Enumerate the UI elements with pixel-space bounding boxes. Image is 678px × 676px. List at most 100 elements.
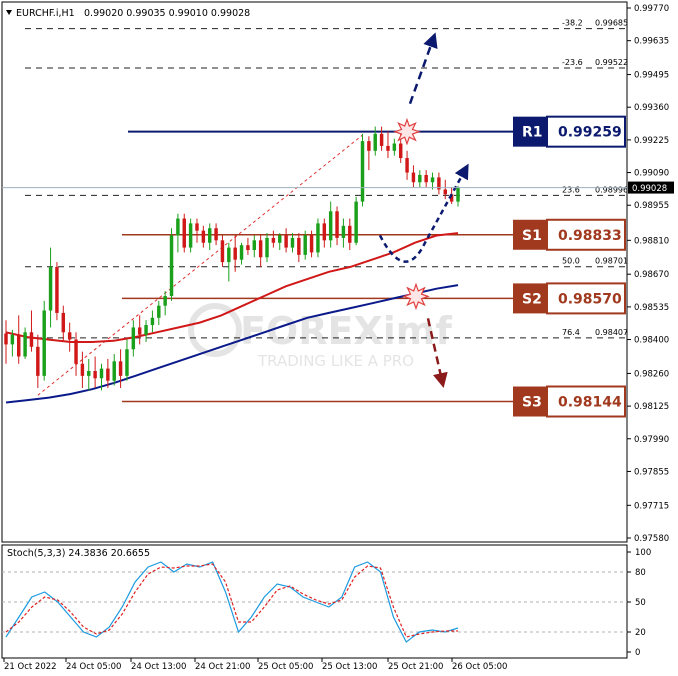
- level-name-box: [513, 386, 547, 417]
- time-tick-label: 25 Oct 21:00: [388, 662, 443, 672]
- price-tick-label: 0.98535: [634, 303, 669, 313]
- price-tick-label: 0.97855: [634, 467, 669, 477]
- fib-level-value: 0.98407: [595, 328, 628, 337]
- watermark-logo-icon: [188, 303, 242, 357]
- fib-level-label: -23.6: [562, 58, 583, 67]
- candle-body: [207, 228, 212, 243]
- watermark-brand: FOREXimf: [240, 309, 452, 353]
- candle-body: [163, 295, 167, 306]
- time-tick-label: 24 Oct 05:00: [66, 662, 121, 672]
- candle-body: [182, 218, 186, 248]
- level-name-label: S2: [522, 291, 542, 307]
- stoch-k-line: [5, 561, 459, 643]
- level-value-box: [546, 385, 626, 418]
- price-tick-label: 0.98670: [634, 270, 669, 280]
- current-price-tag: [628, 181, 674, 194]
- candle-body: [373, 133, 377, 151]
- time-tick-label: 24 Oct 21:00: [195, 662, 250, 672]
- candle-body: [405, 158, 409, 173]
- stoch-tick-label: 100: [635, 548, 651, 558]
- stoch-tick-label: 80: [635, 568, 646, 578]
- stoch-tick-label: 50: [635, 598, 646, 608]
- candle-body: [367, 141, 371, 151]
- price-tick-label: 0.97715: [634, 501, 669, 511]
- price-tick-label: 0.99770: [634, 4, 669, 14]
- fib-level-value: 0.98701: [595, 257, 628, 266]
- candle-body: [188, 223, 193, 248]
- candle-body: [23, 332, 27, 357]
- level-value-box: [546, 115, 626, 148]
- candle-body: [418, 174, 422, 183]
- price-tick-label: 0.99090: [634, 169, 669, 179]
- price-tick-label: 0.98260: [634, 369, 669, 379]
- fib-levels: -38.2 0.99685 -23.6 0.99522 23.6 0.98996 50.0 0…: [25, 19, 628, 396]
- bearish-arrow: [426, 318, 448, 389]
- candle-body: [55, 266, 59, 313]
- support-resistance-lines: R1 0.99259 S1 0.98833 S2 0.98570 S3 0.98144: [122, 115, 626, 418]
- candle-body: [36, 346, 40, 376]
- candle-body: [354, 201, 358, 243]
- candle-body: [87, 371, 91, 376]
- price-tick-label: 0.98400: [634, 336, 669, 346]
- candle-body: [220, 240, 225, 263]
- main-pane: [1, 1, 628, 543]
- candle-body: [265, 237, 269, 258]
- candle-body: [297, 237, 301, 255]
- candle-body: [106, 368, 110, 381]
- candle-body: [322, 223, 327, 241]
- bullish-breakout-arrow: [408, 32, 438, 105]
- level-name-label: S3: [522, 395, 542, 411]
- candle-body: [233, 247, 237, 260]
- level-value-label: 0.98144: [558, 395, 622, 411]
- support-burst-icon: [402, 282, 430, 311]
- level-name-label: S1: [522, 228, 542, 244]
- candle-body: [386, 145, 390, 151]
- candle-body: [131, 327, 136, 350]
- candle-body: [303, 235, 307, 255]
- candle-body: [10, 334, 15, 345]
- annotations: [378, 32, 469, 389]
- candle-body: [176, 218, 180, 236]
- level-value-label: 0.99259: [558, 125, 622, 141]
- stoch-tick-label: 0: [635, 648, 640, 658]
- price-tick-label: 0.99635: [634, 37, 669, 47]
- candle-body: [137, 327, 142, 335]
- fib-level-label: -38.2: [562, 19, 583, 28]
- candle-body: [48, 266, 53, 311]
- candle-body: [392, 143, 397, 151]
- candle-body: [17, 334, 21, 357]
- candle-body: [449, 194, 454, 202]
- candle-body: [201, 230, 206, 243]
- candle-body: [118, 361, 123, 376]
- candle-body: [437, 177, 441, 190]
- candle-body: [112, 361, 116, 381]
- candle-body: [74, 339, 78, 364]
- candle-body: [169, 235, 174, 296]
- candle-body: [360, 141, 365, 202]
- level-value-label: 0.98570: [558, 291, 622, 307]
- moving-averages: [5, 232, 459, 404]
- fib-level-label: 23.6: [562, 185, 580, 194]
- candle-body: [284, 235, 288, 248]
- candle-body: [309, 235, 314, 253]
- level-name-box: [513, 219, 547, 250]
- candle-body: [214, 228, 218, 241]
- candle-body: [4, 333, 8, 345]
- price-tick-label: 0.98810: [634, 236, 669, 246]
- candle-body: [29, 332, 34, 347]
- fib-level-value: 0.98996: [595, 185, 628, 194]
- price-tick-label: 0.99225: [634, 136, 669, 146]
- time-tick-label: 21 Oct 2022: [4, 662, 57, 672]
- candle-body: [125, 349, 129, 376]
- candle-body: [67, 332, 72, 340]
- rebound-arrow: [378, 163, 469, 263]
- watermark-tagline: TRADING LIKE A PRO: [257, 352, 414, 370]
- stochastic: 100 80 50 20 0: [2, 548, 651, 658]
- candle-body: [239, 245, 244, 260]
- candle-body: [456, 187, 460, 202]
- stoch-d-line: [5, 563, 458, 638]
- level-value-label: 0.98833: [558, 228, 622, 244]
- candle-body: [157, 305, 161, 318]
- dropdown-triangle-icon[interactable]: [6, 10, 12, 15]
- time-axis: 21 Oct 2022 24 Oct 05:00 24 Oct 13:00 24 Oc…: [3, 658, 507, 672]
